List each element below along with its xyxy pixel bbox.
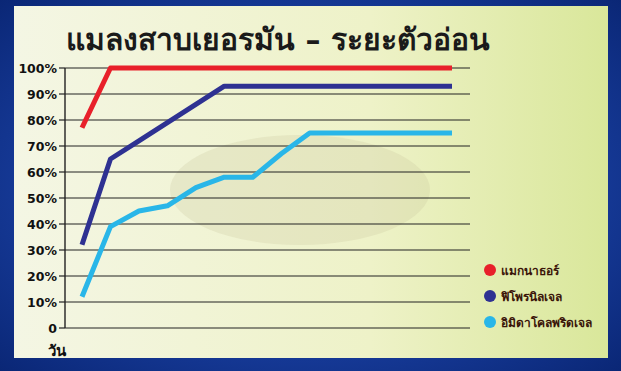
legend-label: อิมิดาโคลพริดเจล (501, 315, 592, 330)
tick-label: 90% (27, 87, 57, 102)
grid-line (65, 250, 470, 251)
outer-background (0, 0, 621, 371)
tick-label: 30% (27, 243, 57, 258)
tick-mark (59, 93, 65, 94)
grid-line (65, 198, 470, 199)
tick-mark (59, 145, 65, 146)
legend-marker (484, 290, 496, 302)
tick-label: 70% (27, 139, 57, 154)
legend: แมกนาธอร์ฟิโพรนิลเจลอิมิดาโคลพริดเจล (484, 264, 592, 330)
tick-label: 50% (27, 191, 57, 206)
grid: 0 10% 20% 30% 40% 50% 60% 70% 80% 90% 100% (18, 61, 470, 336)
tick-mark (59, 249, 65, 250)
legend-marker (484, 316, 496, 328)
grid-line (65, 302, 470, 303)
tick-mark (59, 197, 65, 198)
legend-label: ฟิโพรนิลเจล (501, 289, 562, 304)
grid-line (65, 172, 470, 173)
tick-mark (59, 275, 65, 276)
tick-label: 0 (48, 321, 57, 336)
series-line (82, 68, 452, 128)
x-axis-label: วัน (48, 342, 67, 360)
tick-label: 20% (27, 269, 57, 284)
tick-mark (59, 223, 65, 224)
tick-label: 60% (27, 165, 57, 180)
panel-background (14, 6, 608, 358)
tick-mark (59, 67, 65, 68)
grid-line (65, 120, 470, 121)
grid-line (65, 224, 470, 225)
grid-line (65, 276, 470, 277)
tick-mark (59, 301, 65, 302)
tick-label: 100% (18, 61, 57, 76)
tick-label: 80% (27, 113, 57, 128)
tick-mark (59, 171, 65, 172)
tick-mark (59, 327, 65, 328)
y-axis-line (64, 68, 65, 328)
legend-label: แมกนาธอร์ (501, 264, 560, 278)
tick-label: 10% (27, 295, 57, 310)
chart-root: แมลงสาบเยอรมัน – ระยะตัวอ่อน 0 10% 20% 30% 40… (0, 0, 621, 371)
grid-line (65, 328, 470, 329)
grid-line (65, 94, 470, 95)
title: แมลงสาบเยอรมัน – ระยะตัวอ่อน (66, 22, 490, 57)
background-image (170, 135, 430, 245)
tick-label: 40% (27, 217, 57, 232)
legend-marker (484, 264, 496, 276)
lines (82, 68, 452, 297)
tick-mark (59, 119, 65, 120)
series-line (82, 133, 452, 297)
